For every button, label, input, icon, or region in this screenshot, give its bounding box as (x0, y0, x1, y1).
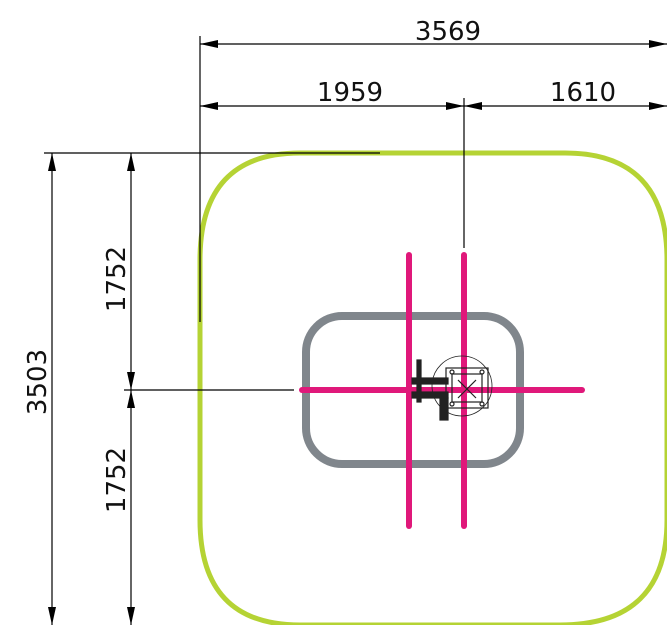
dim-right-width: 1610 (550, 78, 616, 108)
dim-total-height: 3503 (23, 349, 53, 415)
dim-total-width: 3569 (415, 17, 481, 47)
dim-upper-height: 1752 (102, 246, 132, 312)
equipment-mechanism (411, 355, 493, 421)
dim-lower-height: 1752 (102, 447, 132, 513)
safety-zone-outline (197, 150, 667, 625)
vertical-dimensions (44, 152, 380, 625)
horizontal-dimensions (199, 36, 667, 322)
dim-left-width: 1959 (317, 78, 383, 108)
